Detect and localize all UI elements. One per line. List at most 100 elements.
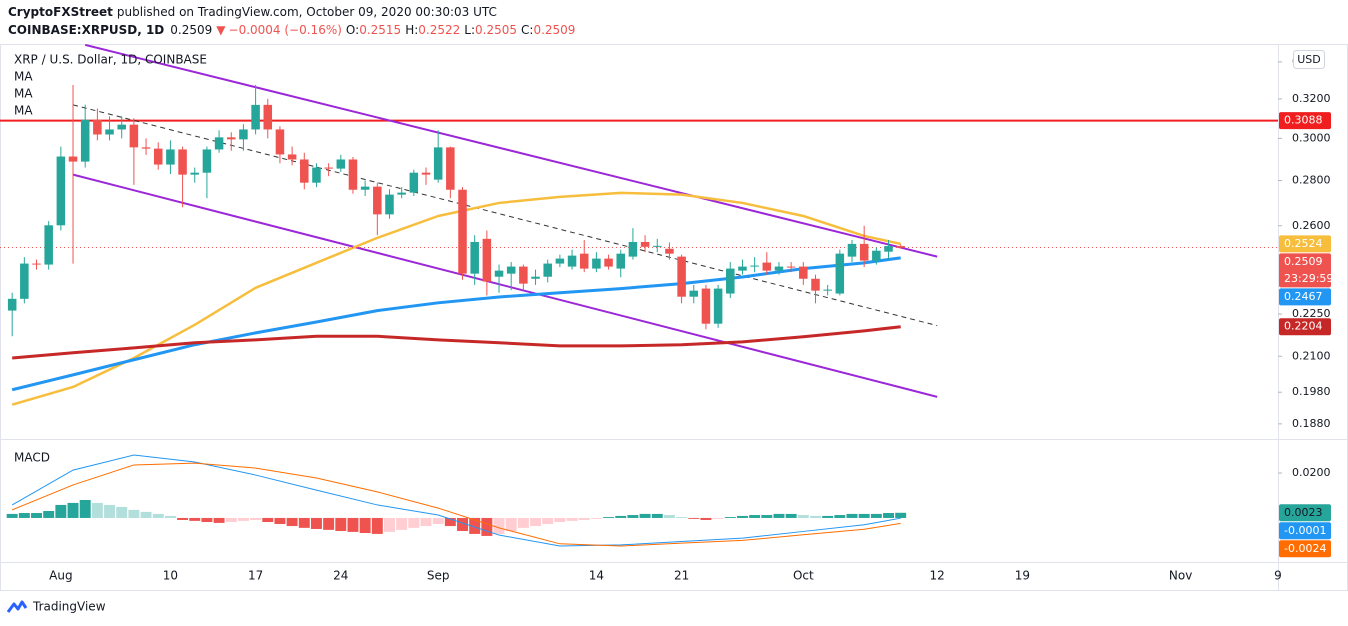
histogram-bar bbox=[262, 517, 274, 523]
histogram-bar bbox=[104, 504, 116, 518]
histogram-bar bbox=[420, 517, 432, 527]
candle-body bbox=[726, 268, 735, 294]
candle-body bbox=[105, 129, 114, 135]
y-tick-label: 0.2800 bbox=[1292, 174, 1331, 187]
y-tick-label: 0.2100 bbox=[1292, 349, 1331, 362]
histogram-bar bbox=[116, 506, 128, 518]
candle-body bbox=[153, 148, 163, 165]
candle-body bbox=[336, 159, 346, 169]
price-label-box bbox=[1279, 504, 1331, 522]
histogram-bar bbox=[140, 511, 152, 518]
histogram-bar bbox=[639, 513, 651, 518]
histogram-bar bbox=[663, 515, 675, 518]
histogram-bar bbox=[517, 517, 529, 528]
candle-body bbox=[312, 167, 321, 183]
moving-average bbox=[11, 256, 901, 392]
histogram-bar bbox=[152, 513, 164, 518]
candle-body bbox=[506, 266, 516, 274]
histogram-bar bbox=[834, 515, 846, 518]
candle-body bbox=[141, 147, 151, 149]
candle-body bbox=[592, 258, 601, 269]
histogram-bar bbox=[846, 513, 858, 518]
currency[interactable]: USD bbox=[1297, 53, 1321, 66]
countdown: 23:29:59 bbox=[1284, 272, 1333, 285]
y-tick-label: 0.0200 bbox=[1292, 466, 1331, 479]
histogram-bar bbox=[688, 517, 700, 519]
y-tick-label: 0.1980 bbox=[1292, 385, 1331, 398]
candle-body bbox=[859, 243, 869, 261]
candle-body bbox=[178, 149, 187, 175]
histogram-bar bbox=[298, 517, 310, 528]
candle-body bbox=[713, 288, 723, 324]
histogram-bar bbox=[822, 515, 834, 518]
candle-body bbox=[348, 159, 358, 190]
candle-body bbox=[701, 288, 711, 324]
histogram-bar bbox=[542, 517, 554, 525]
histogram-bar bbox=[31, 513, 42, 518]
candle-body bbox=[689, 290, 699, 297]
candle-body bbox=[786, 266, 796, 268]
x-tick-label: Sep bbox=[427, 569, 450, 583]
quote-line: COINBASE:XRPUSD, 1D 0.2509 ▼ −0.0004 (−0.16… bbox=[8, 23, 575, 37]
candle-body bbox=[494, 270, 504, 277]
y-tick-label: 0.1880 bbox=[1292, 417, 1331, 430]
candle-body bbox=[482, 238, 492, 282]
brand: TradingView bbox=[6, 600, 106, 614]
candle-body bbox=[360, 186, 370, 190]
histogram-bar bbox=[870, 513, 882, 518]
trend-line bbox=[72, 173, 938, 398]
close-value: 0.2509 bbox=[533, 23, 575, 37]
macd-line bbox=[11, 454, 901, 547]
histogram-bar bbox=[651, 513, 663, 518]
histogram-bar bbox=[432, 517, 444, 525]
candle-body bbox=[300, 159, 309, 183]
histogram-bar bbox=[493, 517, 505, 534]
histogram-bar bbox=[323, 517, 335, 530]
price-label: 0.2509 bbox=[1284, 255, 1323, 268]
histogram-bar bbox=[603, 517, 615, 518]
histogram-bar bbox=[530, 517, 542, 527]
candle-body bbox=[835, 253, 845, 294]
high-value: 0.2522 bbox=[418, 23, 460, 37]
candle-body bbox=[275, 129, 285, 155]
price-label-box bbox=[1279, 253, 1331, 288]
histogram-bar bbox=[578, 517, 590, 520]
candle-body bbox=[421, 172, 431, 175]
candle-body bbox=[738, 266, 747, 271]
histogram-bar bbox=[128, 509, 140, 518]
candle-body bbox=[446, 147, 455, 190]
histogram-bar bbox=[371, 517, 383, 534]
x-tick-label: 10 bbox=[163, 569, 178, 583]
candle-body bbox=[80, 119, 90, 162]
histogram-bar bbox=[79, 499, 91, 518]
histogram-bar bbox=[286, 517, 298, 527]
candle-body bbox=[543, 263, 552, 277]
candle-body bbox=[823, 289, 832, 291]
histogram-bar bbox=[797, 515, 809, 518]
histogram-bar bbox=[274, 517, 286, 525]
candle-body bbox=[324, 167, 333, 169]
x-tick-label: 19 bbox=[1015, 569, 1030, 583]
currency-button[interactable] bbox=[1293, 50, 1325, 69]
direction: ▼ bbox=[216, 23, 226, 37]
price-label: -0.0001 bbox=[1284, 524, 1326, 537]
histogram-bar bbox=[749, 515, 761, 518]
macd-line bbox=[11, 462, 901, 547]
candle-body bbox=[640, 241, 650, 247]
x-tick-label: 12 bbox=[930, 569, 945, 583]
candle-body bbox=[202, 149, 212, 173]
histogram-bar bbox=[444, 517, 456, 527]
chart-title: XRP / U.S. Dollar, 1D, COINBASE bbox=[14, 53, 207, 67]
histogram-bar bbox=[250, 517, 262, 520]
candle-body bbox=[7, 298, 17, 311]
candle-body bbox=[774, 266, 784, 271]
candle-body bbox=[20, 263, 29, 299]
histogram-bar bbox=[408, 517, 420, 528]
histogram-bar bbox=[712, 517, 724, 519]
candle-body bbox=[397, 192, 406, 195]
candle-body bbox=[287, 154, 297, 160]
histogram-bar bbox=[237, 517, 249, 521]
candle-body bbox=[458, 189, 467, 274]
histogram-bar bbox=[858, 513, 870, 518]
histogram-bar bbox=[566, 517, 578, 521]
